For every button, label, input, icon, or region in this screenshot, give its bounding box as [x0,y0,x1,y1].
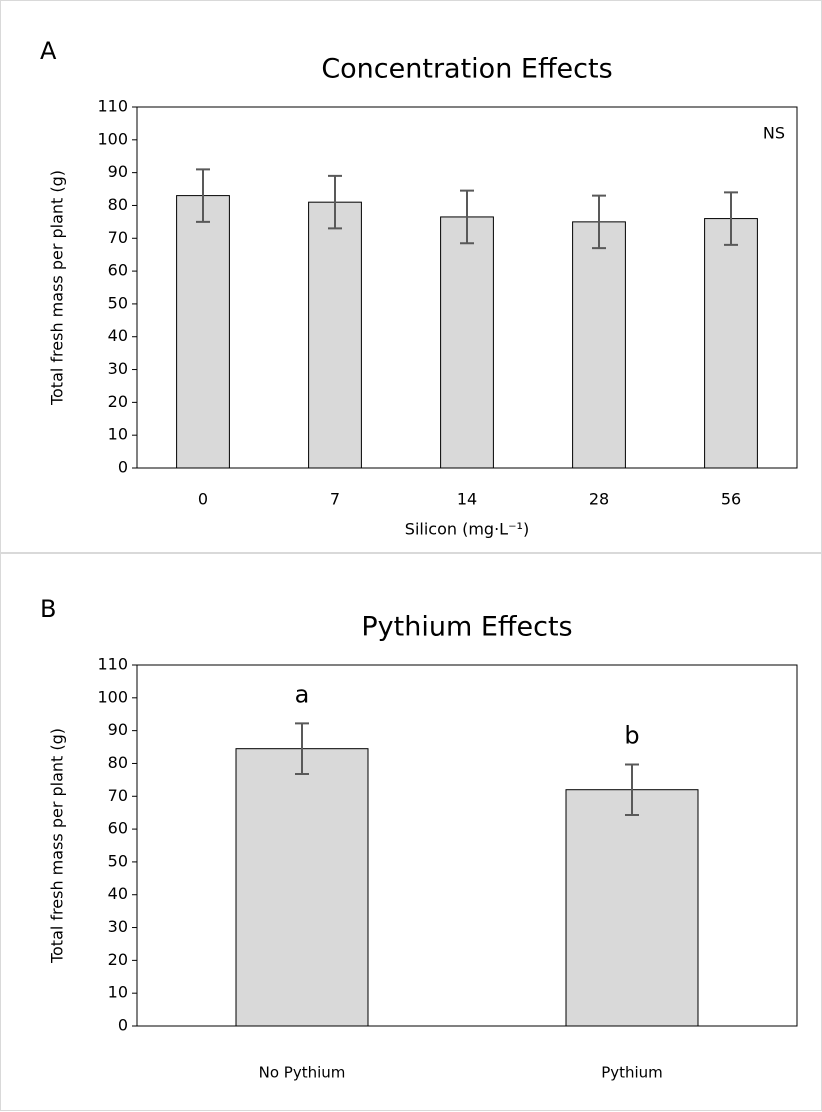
y-tick-label: 20 [108,392,128,411]
error-bar [328,174,342,230]
error-bar [196,168,210,223]
y-tick-label: 10 [108,983,128,1002]
x-tick-label: 56 [721,490,741,509]
bar [440,216,494,469]
x-tick-label: Pythium [601,1064,663,1082]
y-axis-title: Total fresh mass per plant (g) [48,728,67,964]
y-tick-label: 60 [108,819,128,838]
y-tick-label: 90 [108,720,128,739]
bar [308,201,362,469]
significance-letter: b [624,721,639,749]
y-tick-label: 30 [108,359,128,378]
y-tick-label: 50 [108,851,128,870]
y-tick-label: 80 [108,195,128,214]
y-tick-label: 100 [97,687,128,706]
y-tick-label: 70 [108,228,128,247]
error-bar [724,191,738,246]
error-bar [592,194,606,250]
y-tick-label: 70 [108,786,128,805]
y-tick-label: 110 [97,655,128,674]
bar [704,218,758,469]
y-tick-label: 110 [97,97,128,116]
plot-frame [136,106,798,469]
y-tick-label: 10 [108,425,128,444]
x-tick-label: No Pythium [259,1064,346,1082]
y-tick-label: 100 [97,129,128,148]
y-tick-label: 0 [118,458,128,477]
annotation: NS [763,124,785,143]
plot-frame [136,664,798,1027]
bar [572,221,626,469]
panel-label: B [40,595,56,623]
x-tick-label: 7 [330,490,340,509]
x-axis-title: Silicon (mg·L⁻¹) [405,520,529,539]
y-tick-label: 80 [108,753,128,772]
y-tick-label: 30 [108,917,128,936]
chart-title: Pythium Effects [361,612,572,643]
significance-letter: a [295,680,310,708]
bar [565,789,699,1027]
y-tick-label: 20 [108,950,128,969]
x-tick-label: 28 [589,490,609,509]
y-tick-label: 50 [108,293,128,312]
y-axis-title: Total fresh mass per plant (g) [48,170,67,406]
x-tick-label: 0 [198,490,208,509]
panel-label: A [40,37,57,65]
bar [176,195,230,469]
x-tick-label: 14 [457,490,477,509]
y-tick-label: 0 [118,1016,128,1035]
bar [235,748,369,1027]
error-bar [295,722,309,775]
y-tick-label: 40 [108,326,128,345]
y-tick-label: 40 [108,884,128,903]
chart-title: Concentration Effects [321,54,612,85]
error-bar [625,763,639,816]
error-bar [460,189,474,245]
y-tick-label: 60 [108,261,128,280]
y-tick-label: 90 [108,162,128,181]
